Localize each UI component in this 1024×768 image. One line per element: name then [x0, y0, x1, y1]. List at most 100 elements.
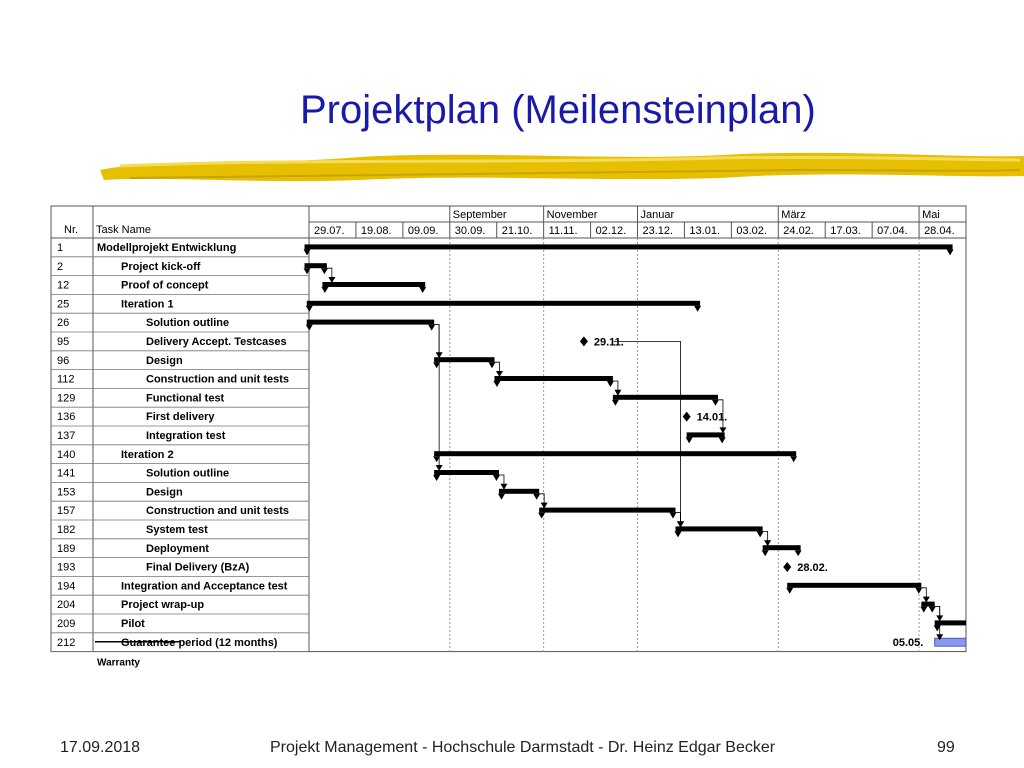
task-name: Delivery Accept. Testcases: [146, 336, 287, 348]
bar-cap: [305, 324, 313, 331]
task-nr: 157: [57, 505, 75, 517]
footer-author: Projekt Management - Hochschule Darmstad…: [270, 739, 776, 756]
milestone-diamond: [579, 336, 588, 347]
task-name: Deployment: [146, 543, 209, 555]
bar-cap: [533, 493, 541, 500]
bar-cap: [433, 475, 441, 481]
bar-cap: [428, 324, 436, 331]
bar-cap: [756, 531, 764, 538]
week-label: 07.04.: [877, 225, 908, 237]
summary-bar: [498, 488, 540, 494]
task-name: Functional test: [146, 392, 225, 404]
bar-cap: [694, 305, 702, 312]
task-name: Construction and unit tests: [146, 374, 289, 386]
summary-bar: [306, 319, 435, 325]
bar-cap: [761, 550, 769, 557]
task-nr: 137: [57, 430, 75, 442]
task-name: System test: [146, 524, 208, 536]
task-nr: 204: [57, 599, 75, 611]
bar-cap: [790, 456, 798, 463]
task-nr: 141: [57, 468, 75, 480]
warranty-caption: Warranty: [97, 658, 140, 669]
bar-cap: [685, 437, 693, 444]
week-label: 30.09.: [455, 225, 486, 237]
dependency-arrow: [495, 371, 503, 377]
task-nr: 1: [57, 242, 63, 254]
summary-bar: [787, 582, 922, 588]
bar-cap: [433, 456, 441, 463]
task-nr: 212: [57, 637, 75, 649]
task-name: Guarantee period (12 months): [121, 637, 278, 649]
bar-cap: [786, 587, 794, 594]
dependency-line: [494, 361, 500, 372]
dependency-arrow: [719, 427, 727, 434]
bar-cap: [606, 381, 614, 387]
week-label: 11.11.: [549, 225, 578, 237]
task-name: Iteration 2: [121, 449, 174, 461]
week-label: 13.01.: [689, 225, 720, 237]
task-name: Pilot: [121, 618, 145, 630]
dependency-arrow: [328, 277, 336, 283]
task-nr: 129: [57, 392, 75, 404]
week-label: 21.10.: [502, 225, 533, 237]
week-label: 09.09.: [408, 225, 439, 237]
task-nr: 140: [57, 449, 75, 461]
dependency-line: [675, 512, 681, 523]
week-label: 23.12.: [643, 225, 674, 237]
task-name: Modellprojekt Entwicklung: [97, 242, 236, 254]
summary-bar: [612, 394, 718, 400]
bar-cap: [492, 475, 500, 481]
task-nr: 96: [57, 355, 69, 367]
milestone-label: 28.02.: [797, 562, 828, 574]
bar-cap: [946, 249, 954, 256]
dependency-line: [612, 380, 619, 391]
month-label: Mai: [922, 209, 940, 221]
task-nr: 189: [57, 543, 75, 555]
dependency-line: [934, 606, 941, 636]
dependency-line: [498, 474, 505, 485]
yellow-brush-underline: [100, 152, 1024, 182]
summary-bar: [539, 507, 676, 513]
footer-date: 17.09.2018: [60, 739, 141, 756]
milestone-diamond: [783, 562, 792, 572]
bar-cap: [611, 399, 619, 406]
task-name: Construction and unit tests: [146, 505, 289, 517]
dependency-arrow: [540, 502, 548, 509]
dependency-line: [613, 341, 681, 523]
dependency-line: [675, 512, 681, 523]
page-number: 99: [937, 739, 955, 756]
slide-title: Projektplan (Meilensteinplan): [300, 88, 816, 132]
month-label: September: [453, 209, 507, 221]
task-name: Iteration 1: [121, 298, 174, 310]
dependency-arrow: [922, 596, 930, 603]
week-label: 24.02.: [783, 225, 814, 237]
dependency-line: [921, 587, 927, 598]
task-name: Proof of concept: [121, 280, 209, 292]
summary-bar: [921, 601, 935, 607]
month-label: März: [781, 209, 805, 221]
bar-cap: [321, 287, 329, 293]
summary-bar: [434, 470, 499, 475]
warranty-bar: [934, 637, 967, 647]
task-nr: 112: [57, 374, 75, 386]
bar-cap: [711, 399, 719, 406]
bar-cap: [718, 437, 726, 444]
header-task-name: Task Name: [96, 224, 151, 236]
task-name: Solution outline: [146, 317, 229, 329]
task-name: Project kick-off: [121, 261, 201, 273]
bar-cap: [538, 512, 546, 519]
summary-bar: [762, 545, 801, 551]
bar-cap: [794, 550, 802, 557]
dependency-line: [717, 399, 724, 429]
dependency-arrow: [676, 521, 684, 528]
task-nr: 136: [57, 411, 75, 423]
dependency-arrow: [614, 389, 622, 396]
task-nr: 26: [57, 317, 69, 329]
dependency-arrow: [500, 483, 508, 490]
week-label: 28.04.: [924, 225, 955, 237]
task-name: Design: [146, 486, 183, 498]
task-name: First delivery: [146, 411, 215, 423]
week-label: 17.03.: [830, 225, 861, 237]
header-nr: Nr.: [64, 224, 78, 236]
